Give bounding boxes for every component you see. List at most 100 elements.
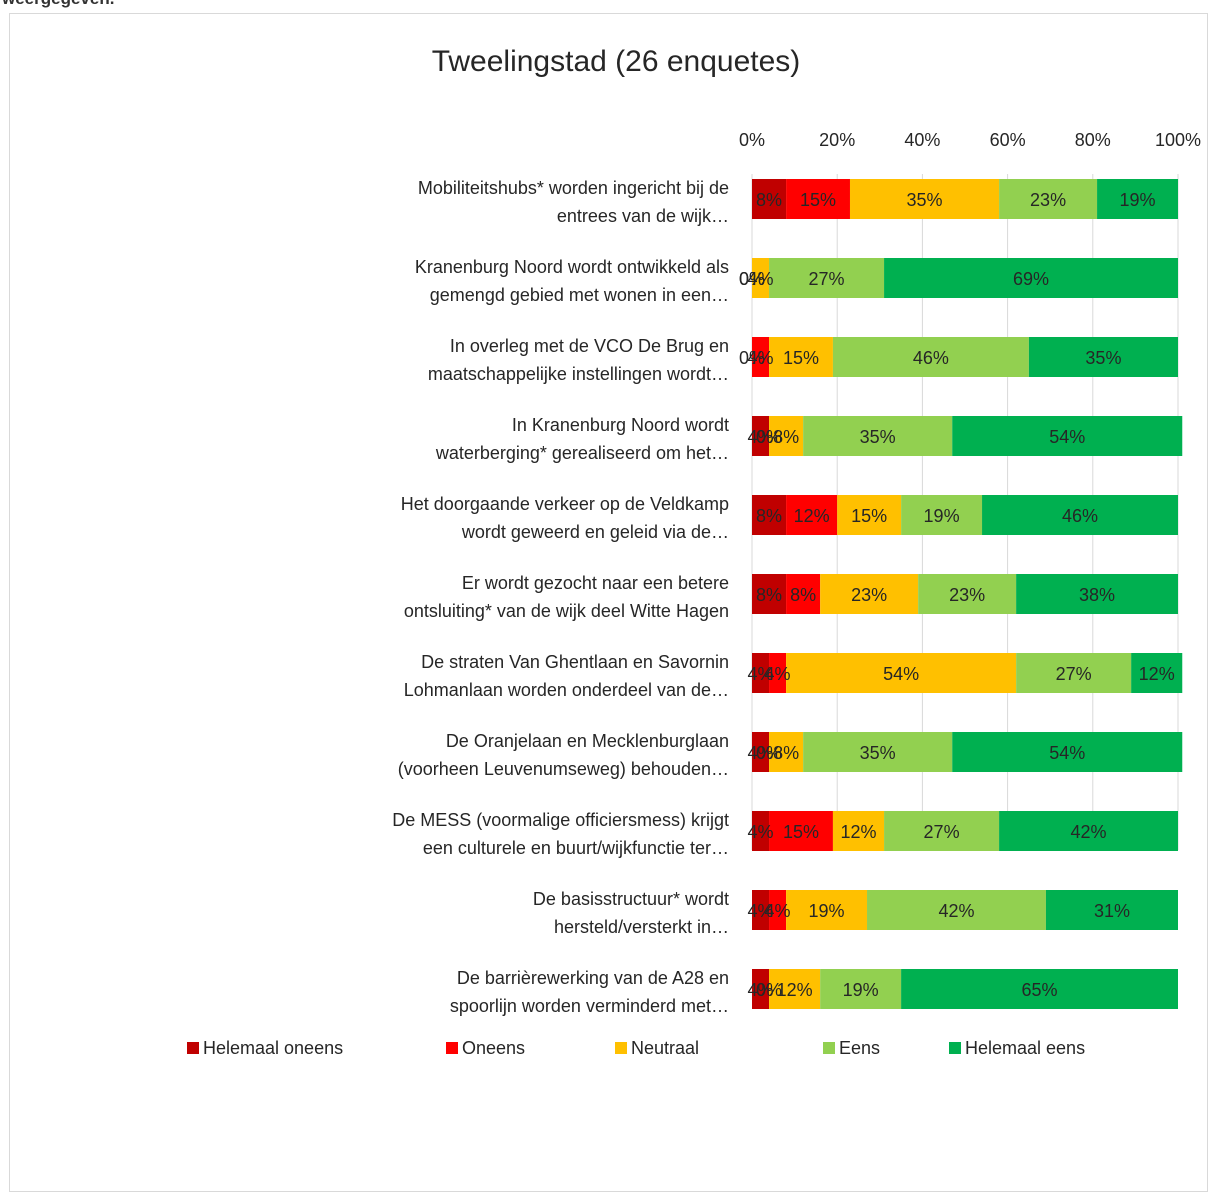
bar-segment <box>786 179 850 219</box>
data-label: 0% <box>739 269 765 289</box>
bar-segment <box>1028 337 1178 377</box>
data-label: 15% <box>851 506 887 526</box>
data-label: 0% <box>739 269 765 289</box>
data-label: 8% <box>773 427 799 447</box>
bar-segment <box>769 258 885 298</box>
category-label: Kranenburg Noord wordt ontwikkeld als gem… <box>415 257 729 305</box>
category-label: Mobiliteitshubs* worden ingericht bij de… <box>418 178 729 226</box>
data-label: 27% <box>924 822 960 842</box>
data-label: 23% <box>949 585 985 605</box>
data-label: 4% <box>748 348 774 368</box>
bar-segment <box>752 811 770 851</box>
bar-segment <box>769 969 821 1009</box>
data-label: 46% <box>913 348 949 368</box>
data-label: 4% <box>748 664 774 684</box>
data-label: 4% <box>765 664 791 684</box>
category-label: De basisstructuur* wordt hersteld/verster… <box>533 889 729 937</box>
legend-swatch <box>187 1042 199 1054</box>
bar-segment <box>786 890 868 930</box>
data-label: 31% <box>1094 901 1130 921</box>
data-label: 8% <box>756 190 782 210</box>
legend-label: Eens <box>839 1038 880 1058</box>
data-label: 38% <box>1079 585 1115 605</box>
category-label: Het doorgaande verkeer op de Veldkamp wor… <box>401 494 729 542</box>
bar-segment <box>952 732 1183 772</box>
bar-segment <box>849 179 1000 219</box>
chart-title: Tweelingstad (26 enquetes) <box>432 45 801 78</box>
bar-segment <box>803 732 953 772</box>
bars <box>752 179 1183 1009</box>
data-label: 0% <box>739 348 765 368</box>
bar-segment <box>752 969 770 1009</box>
bar-segment <box>999 179 1098 219</box>
bar-segment <box>832 337 1029 377</box>
data-label: 12% <box>777 980 813 1000</box>
bar-segment <box>1045 890 1178 930</box>
bar-segment <box>837 495 902 535</box>
legend: Helemaal oneens Oneens Neutraal Eens Helemaa… <box>187 1038 1085 1058</box>
category-label: De MESS (voormalige officiersmess) krijg… <box>392 810 729 858</box>
stacked-bar-chart: Tweelingstad (26 enquetes) 0% 20% 40% 60% 80… <box>187 45 1201 1058</box>
bar-segment <box>752 258 770 298</box>
data-label: 4% <box>748 901 774 921</box>
bar-segment <box>820 969 902 1009</box>
bar-segment <box>982 495 1178 535</box>
data-label: 8% <box>790 585 816 605</box>
category-label: De straten Van Ghentlaan en Savornin Lohm… <box>404 652 729 700</box>
data-label: 0% <box>756 980 782 1000</box>
data-label: 12% <box>1139 664 1175 684</box>
bar-segment <box>786 653 1017 693</box>
top-caption: weergegeven. <box>2 0 114 9</box>
data-label: 42% <box>1071 822 1107 842</box>
legend-label: Helemaal eens <box>965 1038 1085 1058</box>
data-label: 65% <box>1022 980 1058 1000</box>
legend-label: Neutraal <box>631 1038 699 1058</box>
data-label: 0% <box>756 427 782 447</box>
data-label: 0% <box>756 743 782 763</box>
bar-segment <box>786 574 821 614</box>
bar-segment <box>901 969 1178 1009</box>
data-label: 23% <box>1030 190 1066 210</box>
x-tick-label: 80% <box>1075 130 1111 150</box>
x-axis: 0% 20% 40% 60% 80% 100% <box>739 130 1201 150</box>
bar-segment <box>769 337 833 377</box>
data-label: 8% <box>756 585 782 605</box>
data-label: 8% <box>756 506 782 526</box>
data-label: 35% <box>907 190 943 210</box>
bar-segment <box>901 495 983 535</box>
data-label: 12% <box>794 506 830 526</box>
bar-segment <box>752 495 787 535</box>
x-tick-label: 40% <box>904 130 940 150</box>
data-label: 35% <box>860 743 896 763</box>
bar-segment <box>752 574 787 614</box>
legend-swatch <box>615 1042 627 1054</box>
data-label: 19% <box>1120 190 1156 210</box>
x-tick-label: 20% <box>819 130 855 150</box>
bar-segment <box>884 258 1178 298</box>
data-label: 54% <box>1049 743 1085 763</box>
data-label: 4% <box>748 743 774 763</box>
x-tick-label: 100% <box>1155 130 1201 150</box>
data-label: 46% <box>1062 506 1098 526</box>
data-label: 35% <box>1085 348 1121 368</box>
bar-segment <box>1016 574 1178 614</box>
data-label: 8% <box>773 743 799 763</box>
data-label: 23% <box>851 585 887 605</box>
bar-segment <box>769 732 804 772</box>
bar-segment <box>1131 653 1183 693</box>
bar-segment <box>752 890 770 930</box>
bar-segment <box>1097 179 1178 219</box>
data-label: 54% <box>883 664 919 684</box>
category-label: In overleg met de VCO De Brug en maatscha… <box>428 336 729 384</box>
data-label: 15% <box>783 822 819 842</box>
data-label: 19% <box>924 506 960 526</box>
legend-swatch <box>446 1042 458 1054</box>
data-label: 19% <box>809 901 845 921</box>
chart-area: Tweelingstad (26 enquetes) 0% 20% 40% 60% 80… <box>9 13 1208 1192</box>
data-label: 35% <box>860 427 896 447</box>
data-label: 12% <box>840 822 876 842</box>
data-label: 27% <box>1056 664 1092 684</box>
bar-segment <box>769 416 804 456</box>
data-labels: 8% 15% 35% 23% 19%0%0%4% 27% 69%0%4% 15% 46% 35%4… <box>739 190 1175 1000</box>
bar-segment <box>1016 653 1132 693</box>
